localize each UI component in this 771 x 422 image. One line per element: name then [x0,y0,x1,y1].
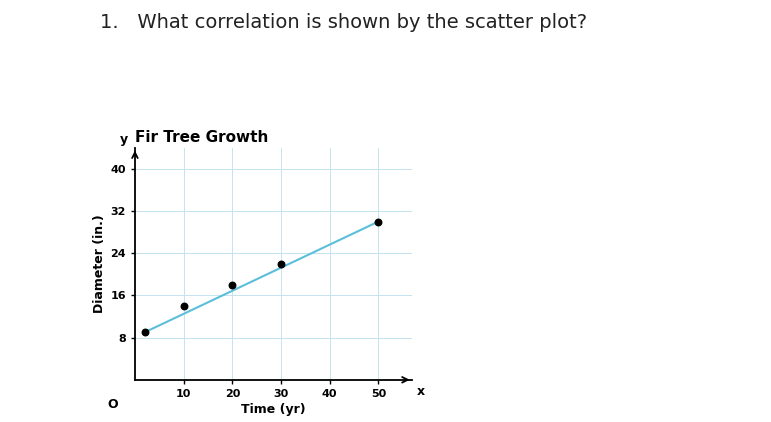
Point [139,329,151,336]
X-axis label: Time (yr): Time (yr) [241,403,306,416]
Point [226,281,238,288]
Text: y: y [120,133,128,146]
Text: 1.   What correlation is shown by the scatter plot?: 1. What correlation is shown by the scat… [100,13,588,32]
Point [177,303,190,309]
Text: O: O [107,398,118,411]
Point [274,260,287,267]
Text: Fir Tree Growth: Fir Tree Growth [135,130,268,145]
Y-axis label: Diameter (in.): Diameter (in.) [93,214,106,313]
Text: x: x [416,385,425,398]
Point [372,218,385,225]
